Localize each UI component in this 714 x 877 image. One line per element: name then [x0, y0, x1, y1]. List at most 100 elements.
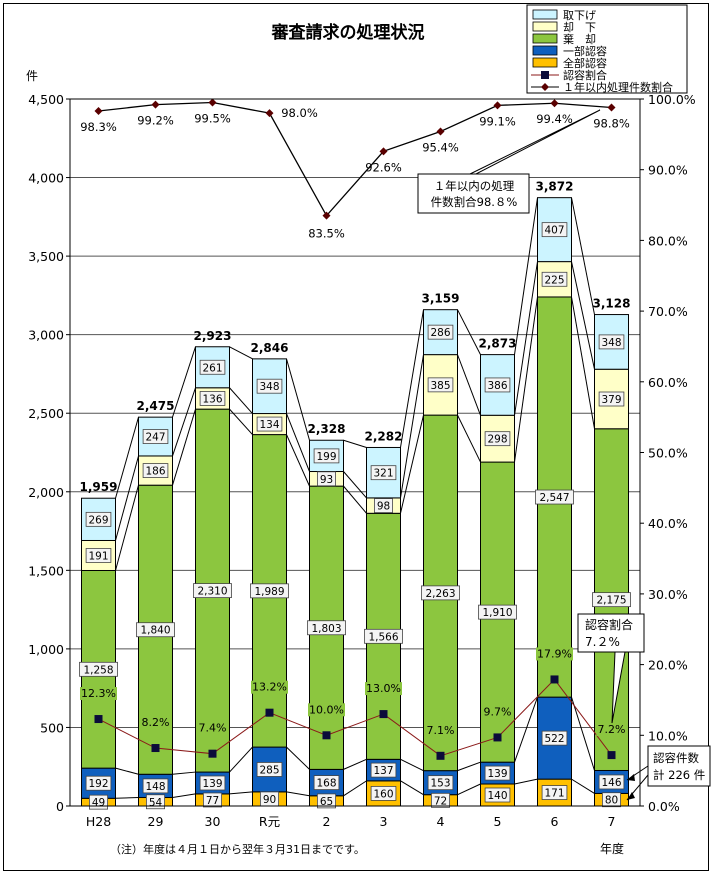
value-label-box — [79, 661, 118, 677]
chart-title: 審査請求の処理状況 — [271, 22, 425, 43]
value-label: 522 — [544, 733, 564, 745]
value-label-box — [602, 792, 622, 808]
series-connector — [115, 797, 139, 799]
value-label-box — [313, 775, 340, 790]
value-label: 137 — [373, 765, 393, 777]
value-label: 49 — [92, 797, 105, 809]
total-label: 2,475 — [137, 399, 175, 413]
total-label: 2,873 — [479, 337, 517, 351]
value-label: 261 — [202, 362, 222, 374]
rate-label: 9.7% — [484, 705, 512, 718]
rate-label: 7.1% — [427, 724, 455, 737]
value-label: 298 — [487, 434, 507, 446]
left-tick-label: 3,000 — [28, 328, 64, 343]
right-tick-label: 100.0% — [648, 92, 696, 107]
value-label: 2,547 — [539, 492, 569, 504]
value-label: 348 — [601, 337, 621, 349]
value-label-box — [142, 429, 169, 444]
value-label: 191 — [88, 550, 108, 562]
rate-label: 13.2% — [252, 681, 287, 694]
left-tick-label: 1,500 — [28, 563, 64, 578]
right-tick-label: 40.0% — [648, 516, 688, 531]
series-connector — [172, 346, 196, 418]
value-label-box — [541, 785, 568, 800]
callout-line: 認容件数 — [653, 751, 699, 765]
value-label: 386 — [487, 380, 507, 392]
left-tick-label: 3,500 — [28, 249, 64, 264]
data-point — [265, 708, 274, 717]
series-connector — [571, 696, 595, 771]
rate-label: 12.3% — [81, 687, 116, 700]
series-connector — [229, 746, 253, 773]
left-tick-label: 2,000 — [28, 485, 64, 500]
series-connector — [400, 780, 424, 796]
value-label: 72 — [434, 795, 447, 807]
value-label-box — [364, 628, 403, 644]
category-label: R元 — [259, 814, 280, 829]
value-label: 225 — [544, 274, 564, 286]
rate-label-bg — [365, 682, 402, 696]
callout-line: 認容割合 — [585, 617, 633, 632]
value-label-box — [598, 391, 625, 407]
value-label: 1,989 — [254, 586, 284, 598]
series-connector — [457, 354, 481, 416]
value-label: 379 — [601, 394, 621, 406]
value-label-box — [199, 359, 226, 375]
callout-line: 7.２% — [585, 635, 620, 649]
value-label-box — [484, 431, 511, 447]
category-label: 3 — [380, 814, 388, 829]
series-connector — [514, 778, 538, 785]
right-tick-label: 0.0% — [648, 799, 680, 814]
value-label: 385 — [430, 380, 450, 392]
rate-label: 7.4% — [199, 722, 227, 735]
value-label: 2,263 — [425, 588, 455, 600]
legend-label: 取下げ — [563, 9, 596, 22]
rate-label: 10.0% — [309, 703, 344, 716]
callout-box — [577, 613, 645, 653]
value-label: 77 — [206, 795, 219, 807]
rate-label: 99.4% — [536, 112, 573, 126]
category-label: 4 — [437, 814, 445, 829]
value-label-box — [142, 463, 169, 478]
series-connector — [343, 471, 367, 499]
value-label-box — [598, 774, 625, 790]
value-label-box — [370, 465, 397, 481]
legend-marker — [541, 71, 549, 79]
data-point — [151, 100, 160, 109]
value-label-box — [250, 583, 289, 599]
value-label: 1,910 — [482, 607, 512, 619]
value-label: 1,566 — [368, 631, 398, 643]
value-label-box — [136, 622, 175, 638]
series-connector — [172, 793, 196, 799]
data-point — [265, 109, 274, 118]
value-label: 321 — [373, 468, 393, 480]
series-connector — [229, 387, 253, 414]
total-label: 2,328 — [308, 422, 346, 436]
legend-swatch — [532, 45, 558, 56]
data-point — [550, 675, 559, 684]
series-connector — [571, 778, 595, 794]
category-label: H28 — [86, 814, 111, 829]
value-label-box — [142, 778, 169, 794]
right-tick-label: 10.0% — [648, 728, 688, 743]
value-label-box — [256, 416, 283, 432]
rate-label-bg — [425, 723, 456, 737]
value-label: 199 — [316, 451, 336, 463]
total-label: 3,128 — [593, 297, 631, 311]
data-point — [208, 98, 217, 107]
legend-label: 却 下 — [563, 21, 596, 34]
rate-label: 8.2% — [142, 716, 170, 729]
series-connector — [343, 780, 367, 797]
value-label: 140 — [487, 790, 507, 802]
legend-label: 棄 却 — [563, 32, 596, 46]
total-label: 1,959 — [80, 480, 118, 494]
series-connector — [343, 439, 367, 448]
value-label: 285 — [259, 764, 279, 776]
data-point — [208, 749, 217, 758]
data-point — [607, 103, 616, 112]
value-label-box — [202, 792, 222, 808]
series-connector — [172, 408, 196, 486]
data-point — [322, 731, 331, 740]
value-label-box — [313, 448, 340, 464]
